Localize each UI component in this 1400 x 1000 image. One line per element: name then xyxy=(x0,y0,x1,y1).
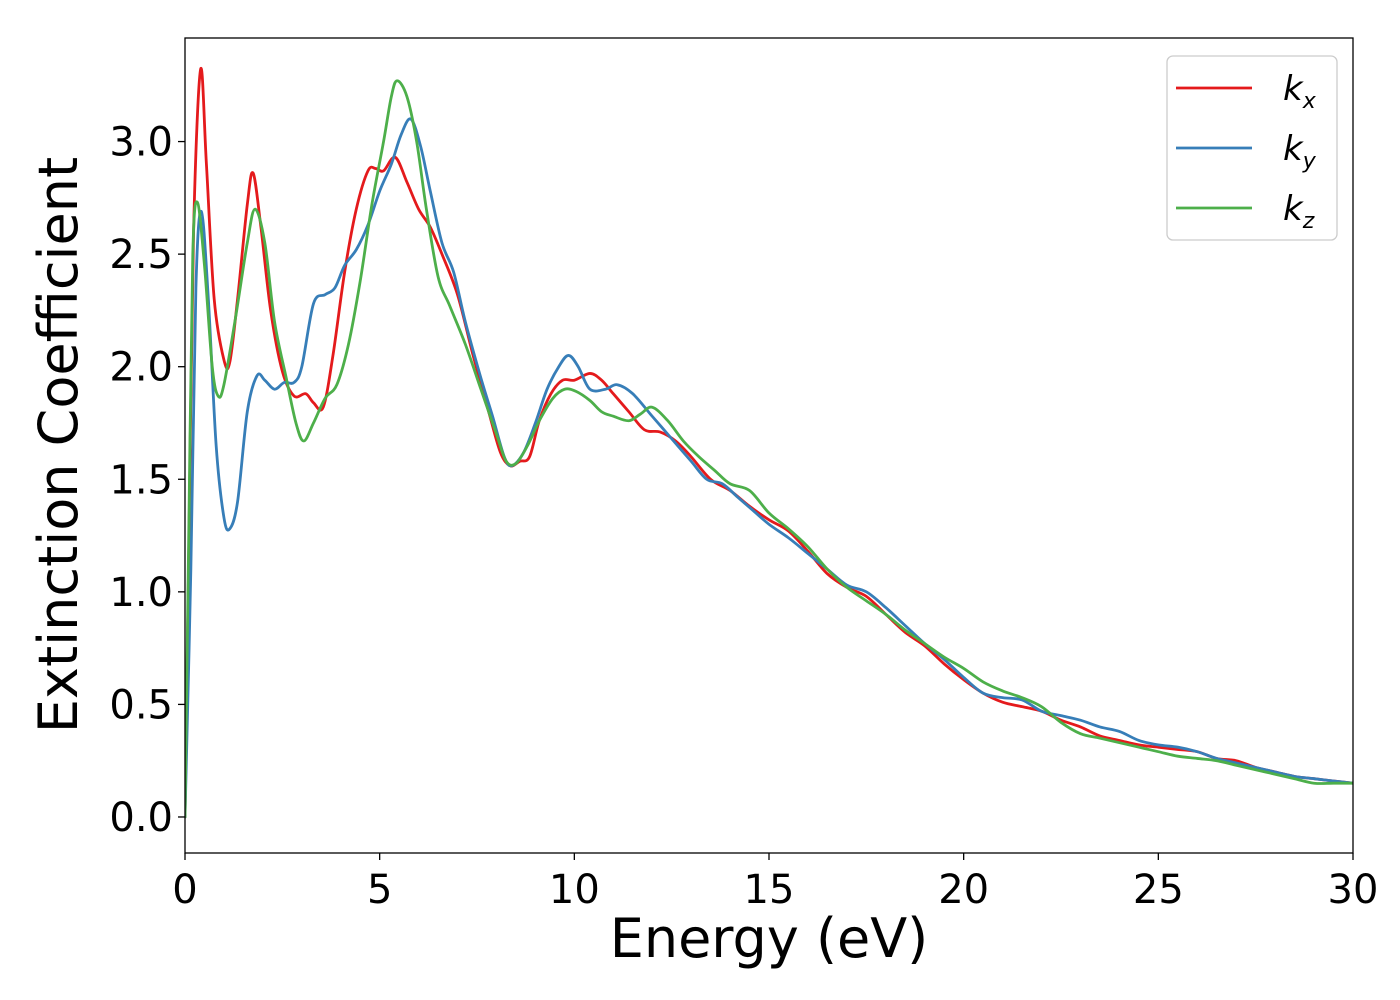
plot-area xyxy=(184,37,1354,854)
x-tick-label: 10 xyxy=(549,867,600,913)
legend-label-main: k xyxy=(1283,189,1304,229)
legend-label-main: k xyxy=(1283,129,1304,169)
legend-label-kx: kx xyxy=(1283,69,1317,114)
legend-label-subscript: y xyxy=(1302,149,1317,174)
series-layer xyxy=(185,66,1353,819)
x-axis-label: Energy (eV) xyxy=(610,907,929,970)
legend-label-ky: ky xyxy=(1283,129,1317,174)
x-tick-label: 20 xyxy=(938,867,989,913)
x-tick-label: 15 xyxy=(744,867,795,913)
y-tick-label: 1.5 xyxy=(109,457,173,503)
y-tick-label: 0.5 xyxy=(109,682,173,728)
legend-label-main: k xyxy=(1283,69,1304,109)
series-line-kz xyxy=(185,79,1353,819)
y-axis: 0.0 0.5 1.0 1.5 2.0 2.5 3.0 xyxy=(109,120,185,841)
y-axis-label: Extinction Coefficient xyxy=(27,157,90,733)
x-axis: 0 5 10 15 20 25 30 xyxy=(172,853,1378,913)
legend-label-subscript: z xyxy=(1302,209,1315,234)
x-tick-label: 30 xyxy=(1328,867,1379,913)
series-line-ky xyxy=(185,117,1353,819)
x-tick-label: 5 xyxy=(367,867,392,913)
y-tick-label: 1.0 xyxy=(109,570,173,616)
x-tick-label: 0 xyxy=(172,867,197,913)
y-tick-label: 3.0 xyxy=(109,120,173,166)
y-tick-label: 0.0 xyxy=(109,795,173,841)
y-tick-label: 2.5 xyxy=(109,232,173,278)
x-tick-label: 25 xyxy=(1133,867,1184,913)
legend-label-kz: kz xyxy=(1283,189,1315,234)
legend-label-subscript: x xyxy=(1302,89,1317,114)
y-tick-label: 2.0 xyxy=(109,345,173,391)
